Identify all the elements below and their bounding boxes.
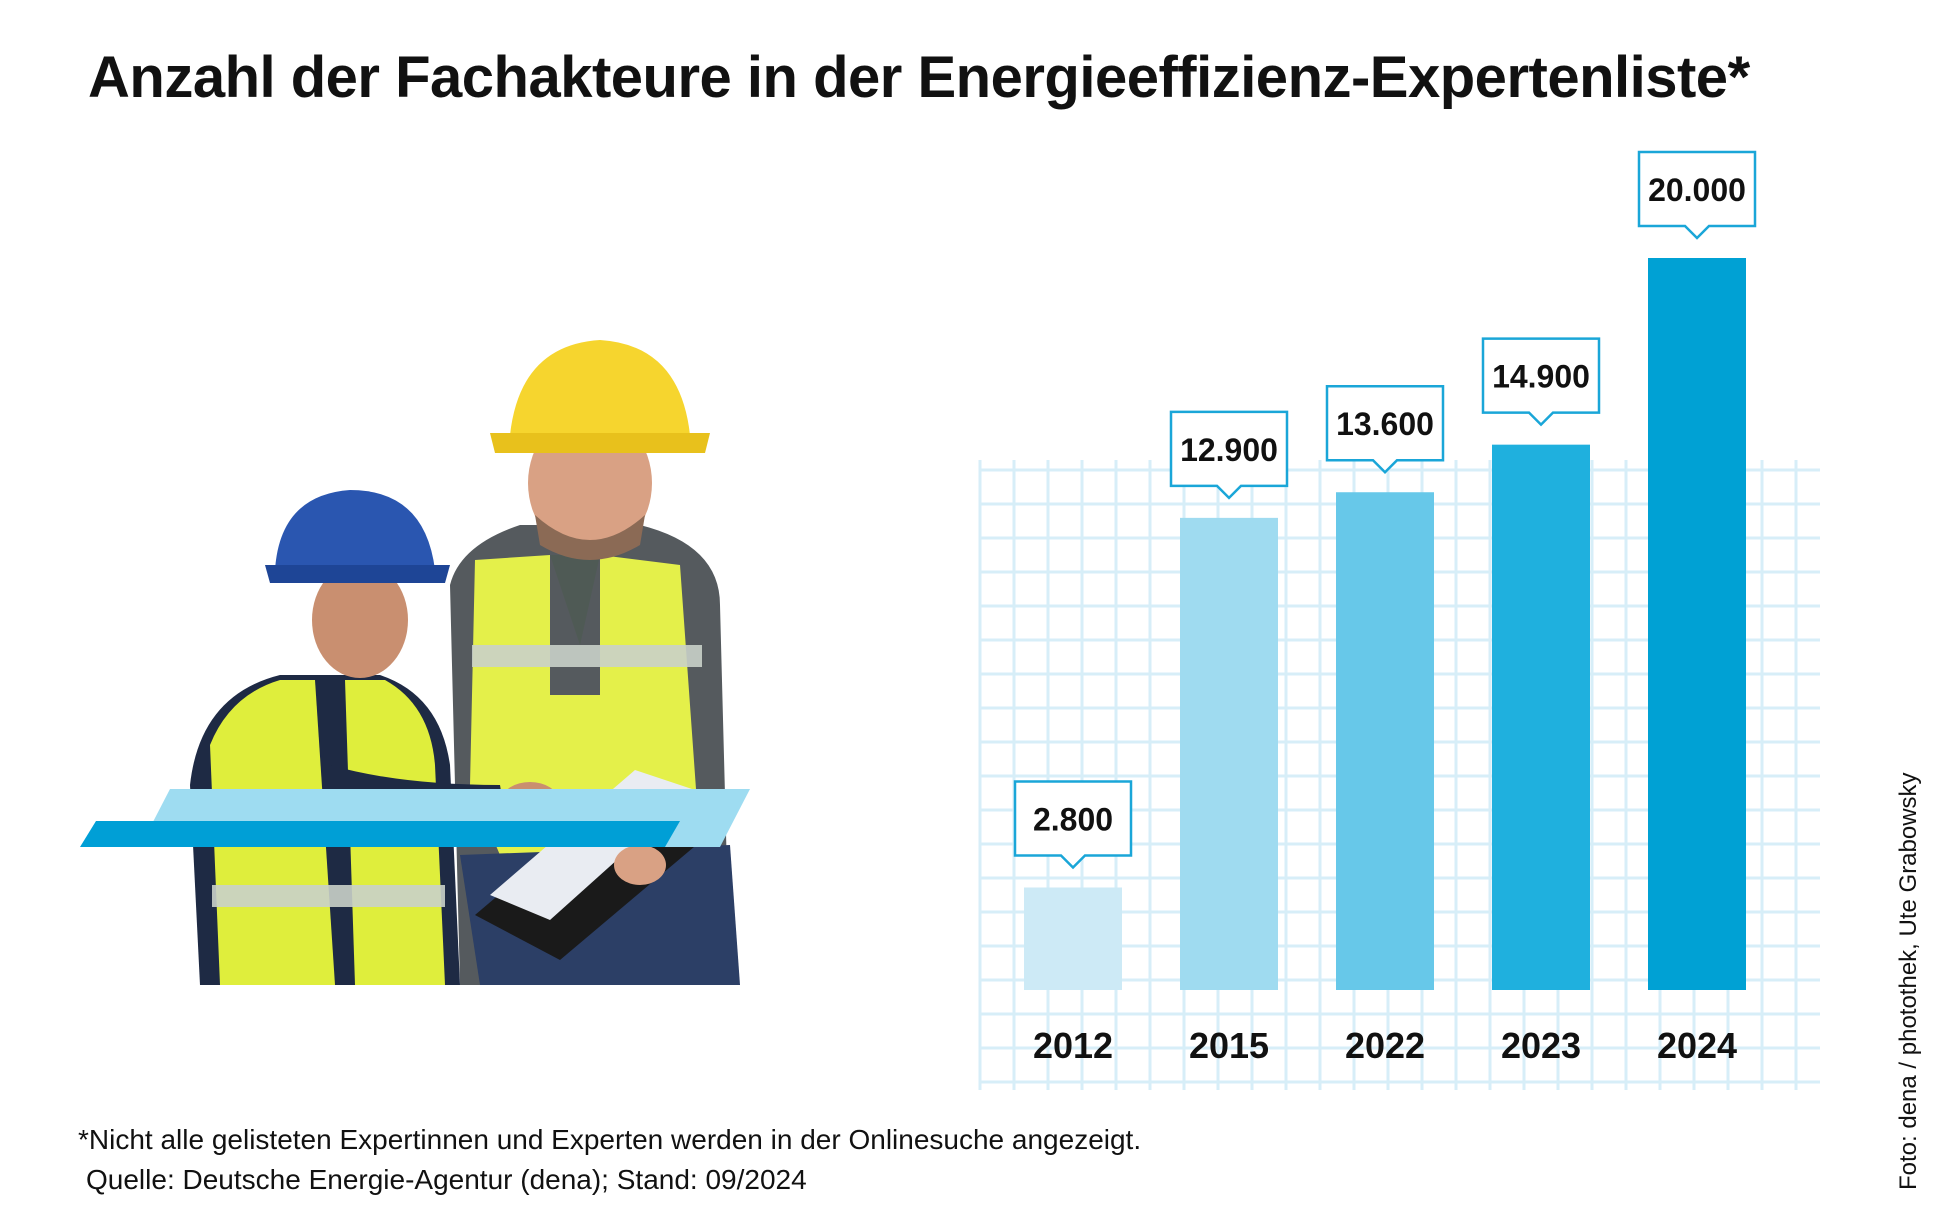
value-labels-group: 2.800 12.900 13.600 14.900 20.000	[1013, 150, 1757, 870]
x-tick-2023: 2023	[1501, 1025, 1581, 1066]
value-label-box-2022	[1325, 384, 1445, 475]
photo-credit: Foto: dena / photothek, Ute Grabowsky	[1895, 772, 1922, 1190]
value-label-box-2024	[1637, 150, 1757, 240]
bars-group	[1024, 258, 1746, 990]
bar-2022	[1336, 492, 1434, 990]
x-tick-2015: 2015	[1189, 1025, 1269, 1066]
x-tick-labels-group: 2012 2015 2022 2023 2024	[1033, 1025, 1737, 1066]
x-tick-2012: 2012	[1033, 1025, 1113, 1066]
bar-2023	[1492, 444, 1590, 990]
value-label-box-2023	[1481, 337, 1601, 427]
value-label-box-2015	[1169, 410, 1289, 500]
value-label-2015: 12.900	[1180, 432, 1278, 468]
value-label-2023: 14.900	[1492, 359, 1590, 395]
x-tick-2022: 2022	[1345, 1025, 1425, 1066]
photo-illustration	[80, 340, 750, 985]
bar-2015	[1180, 517, 1278, 990]
value-label-2024: 20.000	[1648, 172, 1746, 208]
bar-2012	[1024, 887, 1122, 990]
footnote: *Nicht alle gelisteten Expertinnen und E…	[78, 1124, 1142, 1155]
value-label-2022: 13.600	[1336, 406, 1434, 442]
value-label-box-2012	[1013, 780, 1133, 870]
source-note: Quelle: Deutsche Energie-Agentur (dena);…	[86, 1164, 807, 1195]
stripe-dark	[80, 821, 680, 847]
bar-2024	[1648, 258, 1746, 990]
value-label-2012: 2.800	[1033, 802, 1113, 838]
x-tick-2024: 2024	[1657, 1025, 1737, 1066]
chart-title: Anzahl der Fachakteure in der Energieeff…	[88, 45, 1750, 110]
